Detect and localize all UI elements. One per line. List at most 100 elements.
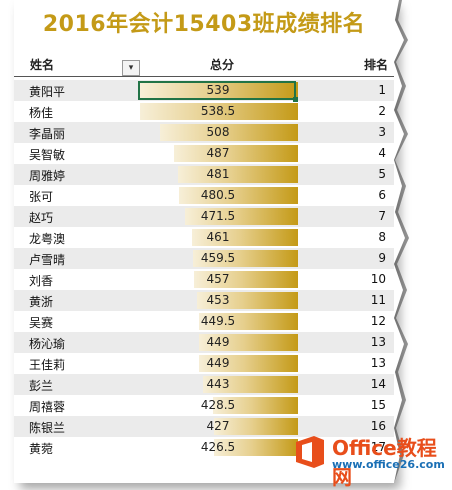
student-name: 张可	[29, 190, 54, 204]
student-name: 彭兰	[29, 379, 54, 393]
score-value: 449.5	[200, 314, 236, 328]
score-value: 480.5	[200, 188, 236, 202]
student-name: 杨沁瑜	[29, 337, 66, 351]
score-value: 471.5	[200, 209, 236, 223]
score-data-bar	[214, 418, 298, 435]
student-name: 刘香	[29, 274, 54, 288]
score-data-bar	[140, 103, 298, 120]
score-value: 461	[206, 230, 230, 244]
score-data-bar	[191, 229, 298, 246]
score-data-bar	[174, 145, 298, 162]
student-name: 赵巧	[29, 211, 54, 225]
score-value: 539	[206, 83, 230, 97]
table-row[interactable]: 黄阳平 539 1	[14, 80, 394, 101]
score-data-bar	[184, 208, 298, 225]
score-value: 443	[206, 377, 230, 391]
header-total[interactable]: 总分	[210, 58, 235, 72]
table-row[interactable]: 吴赛 449.5 12	[14, 311, 394, 332]
rank-value: 13	[370, 335, 386, 349]
score-value: 449	[206, 356, 230, 370]
student-name: 杨佳	[29, 106, 54, 120]
score-value: 487	[206, 146, 230, 160]
table-row[interactable]: 陈银兰 427 16	[14, 416, 394, 437]
table-row[interactable]: 黄浙 453 11	[14, 290, 394, 311]
table-row[interactable]: 周雅婷 481 5	[14, 164, 394, 185]
score-value: 449	[206, 335, 230, 349]
rank-value: 9	[378, 251, 386, 265]
score-data-bar	[140, 82, 298, 99]
table-row[interactable]: 杨沁瑜 449 13	[14, 332, 394, 353]
office-logo-icon	[296, 436, 324, 468]
student-name: 黄菀	[29, 442, 54, 456]
table-row[interactable]: 周禧蓉 428.5 15	[14, 395, 394, 416]
table-header: 姓名 总分 排名	[14, 52, 394, 77]
rank-value: 2	[378, 104, 386, 118]
logo-url: www.office26.com	[332, 458, 445, 471]
student-name: 龙粤澳	[29, 232, 66, 246]
score-data-bar	[178, 166, 298, 183]
rank-value: 1	[378, 83, 386, 97]
student-name: 黄阳平	[29, 85, 66, 99]
score-value: 459.5	[200, 251, 236, 265]
rank-value: 12	[370, 314, 386, 328]
score-data-bar	[160, 124, 298, 141]
score-data-bar	[214, 439, 298, 456]
rank-value: 15	[370, 398, 386, 412]
rank-value: 13	[370, 356, 386, 370]
table-row[interactable]: 吴智敏 487 4	[14, 143, 394, 164]
rank-value: 5	[378, 167, 386, 181]
rank-value: 3	[378, 125, 386, 139]
student-name: 王佳莉	[29, 358, 66, 372]
table-row[interactable]: 黄菀 426.5 17	[14, 437, 394, 458]
student-name: 周禧蓉	[29, 400, 66, 414]
student-name: 吴智敏	[29, 148, 66, 162]
score-data-bar	[199, 313, 298, 330]
rank-value: 7	[378, 209, 386, 223]
sort-filter-icon[interactable]: ▾	[122, 60, 140, 76]
rank-value: 17	[370, 440, 386, 454]
student-name: 卢雪晴	[29, 253, 66, 267]
rank-value: 8	[378, 230, 386, 244]
student-name: 吴赛	[29, 316, 54, 330]
torn-edge-shadow	[394, 0, 409, 483]
office26-logo: Office教程网 www.office26.com	[292, 430, 452, 489]
score-value: 453	[206, 293, 230, 307]
score-data-bar	[199, 355, 298, 372]
score-value: 538.5	[200, 104, 236, 118]
score-data-bar	[199, 334, 298, 351]
table-row[interactable]: 彭兰 443 14	[14, 374, 394, 395]
score-value: 481	[206, 167, 230, 181]
score-data-bar	[192, 250, 298, 267]
page-title: 2016年会计15403班成绩排名	[42, 12, 366, 37]
table-row[interactable]: 李晶丽 508 3	[14, 122, 394, 143]
score-data-bar	[196, 292, 298, 309]
score-data-bar	[178, 187, 298, 204]
student-name: 周雅婷	[29, 169, 66, 183]
score-value: 426.5	[200, 440, 236, 454]
table-row[interactable]: 杨佳 538.5 2	[14, 101, 394, 122]
table-row[interactable]: 卢雪晴 459.5 9	[14, 248, 394, 269]
score-data-bar	[203, 376, 298, 393]
student-name: 陈银兰	[29, 421, 66, 435]
table-row[interactable]: 赵巧 471.5 7	[14, 206, 394, 227]
header-name[interactable]: 姓名	[30, 58, 55, 72]
rank-value: 10	[370, 272, 386, 286]
spreadsheet-area: 2016年会计15403班成绩排名 姓名 总分 排名 ▾ 黄阳平 539 1 杨佳 53…	[14, 0, 394, 483]
rank-value: 14	[370, 377, 386, 391]
student-name: 黄浙	[29, 295, 54, 309]
rank-value: 11	[370, 293, 386, 307]
score-data-bar	[194, 271, 298, 288]
score-data-bar	[213, 397, 298, 414]
score-value: 427	[206, 419, 230, 433]
rank-value: 4	[378, 146, 386, 160]
header-rank[interactable]: 排名	[364, 58, 389, 72]
table-row[interactable]: 张可 480.5 6	[14, 185, 394, 206]
score-value: 428.5	[200, 398, 236, 412]
selected-cell-outline[interactable]	[138, 81, 298, 102]
score-value: 457	[206, 272, 230, 286]
table-row[interactable]: 刘香 457 10	[14, 269, 394, 290]
table-row[interactable]: 龙粤澳 461 8	[14, 227, 394, 248]
rank-value: 16	[370, 419, 386, 433]
student-name: 李晶丽	[29, 127, 66, 141]
table-row[interactable]: 王佳莉 449 13	[14, 353, 394, 374]
